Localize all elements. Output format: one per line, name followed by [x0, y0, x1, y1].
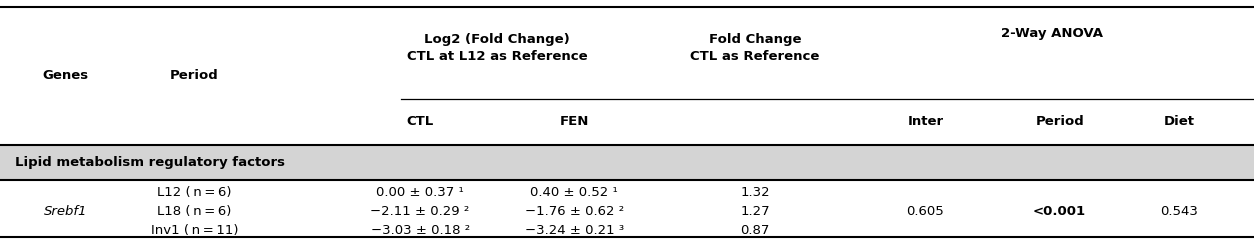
Text: Srebf1: Srebf1 — [44, 205, 87, 218]
Text: Period: Period — [171, 69, 218, 82]
Text: Fold Change
CTL as Reference: Fold Change CTL as Reference — [690, 33, 820, 63]
Text: 0.543: 0.543 — [1160, 205, 1198, 218]
Text: Log2 (Fold Change)
CTL at L12 as Reference: Log2 (Fold Change) CTL at L12 as Referen… — [406, 33, 588, 63]
Text: 0.00 ± 0.37 ¹: 0.00 ± 0.37 ¹ — [376, 186, 464, 199]
Text: 0.40 ± 0.52 ¹: 0.40 ± 0.52 ¹ — [530, 186, 618, 199]
Text: Inter: Inter — [908, 115, 943, 128]
Text: −2.11 ± 0.29 ²: −2.11 ± 0.29 ² — [370, 205, 470, 218]
Text: 0.87: 0.87 — [740, 224, 770, 237]
Text: FEN: FEN — [559, 115, 589, 128]
Text: −3.03 ± 0.18 ²: −3.03 ± 0.18 ² — [370, 224, 470, 237]
Text: 2-Way ANOVA: 2-Way ANOVA — [1001, 27, 1104, 40]
Text: Lipid metabolism regulatory factors: Lipid metabolism regulatory factors — [15, 156, 285, 169]
Text: <0.001: <0.001 — [1033, 205, 1086, 218]
Text: L18 ( n = 6): L18 ( n = 6) — [157, 205, 232, 218]
Text: Genes: Genes — [43, 69, 88, 82]
Text: Period: Period — [1036, 115, 1083, 128]
Text: 1.27: 1.27 — [740, 205, 770, 218]
Text: −3.24 ± 0.21 ³: −3.24 ± 0.21 ³ — [524, 224, 624, 237]
Text: 1.32: 1.32 — [740, 186, 770, 199]
Text: Diet: Diet — [1164, 115, 1194, 128]
Text: −1.76 ± 0.62 ²: −1.76 ± 0.62 ² — [524, 205, 624, 218]
Text: CTL: CTL — [406, 115, 434, 128]
Text: Inv1 ( n = 11): Inv1 ( n = 11) — [150, 224, 238, 237]
Bar — [0, 145, 1254, 180]
Text: L12 ( n = 6): L12 ( n = 6) — [157, 186, 232, 199]
Text: 0.605: 0.605 — [907, 205, 944, 218]
